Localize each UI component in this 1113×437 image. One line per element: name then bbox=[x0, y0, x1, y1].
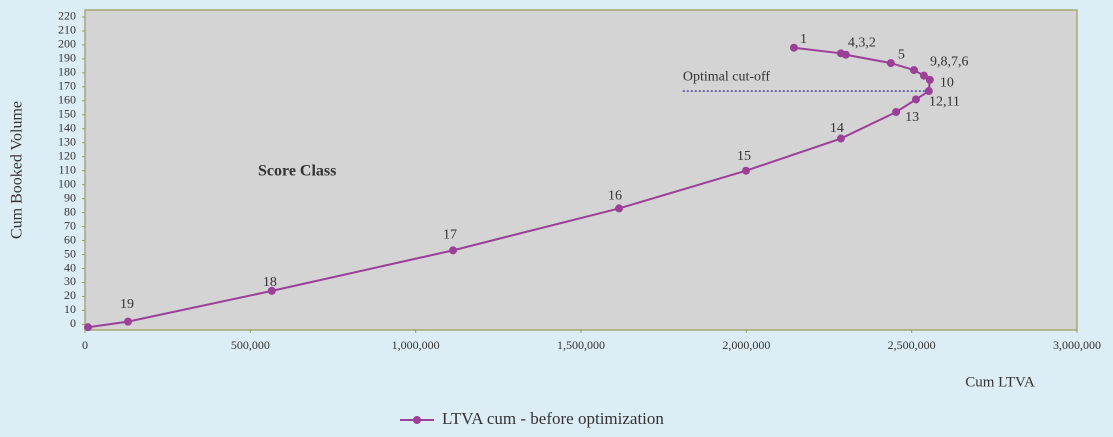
point-label: 16 bbox=[608, 189, 622, 204]
point bbox=[83, 323, 92, 332]
y-tick-label: 60 bbox=[64, 232, 76, 246]
point bbox=[925, 75, 934, 84]
y-tick-label: 170 bbox=[58, 79, 76, 93]
y-tick-label: 140 bbox=[58, 121, 76, 135]
y-tick-label: 100 bbox=[58, 176, 76, 190]
y-tick-label: 130 bbox=[58, 135, 76, 149]
annotation: Optimal cut-off bbox=[683, 69, 771, 84]
x-tick-label: 1,000,000 bbox=[392, 338, 440, 352]
point-label: 4,3,2 bbox=[848, 36, 876, 51]
x-tick-label: 0 bbox=[82, 338, 88, 352]
y-tick-label: 30 bbox=[64, 274, 76, 288]
y-tick-label: 110 bbox=[58, 162, 76, 176]
point-label: 18 bbox=[263, 275, 277, 290]
y-tick-label: 0 bbox=[70, 316, 76, 330]
y-axis-label: Cum Booked Volume bbox=[9, 101, 26, 239]
point bbox=[615, 204, 624, 213]
y-tick-label: 150 bbox=[58, 107, 76, 121]
y-tick-label: 220 bbox=[58, 9, 76, 23]
y-tick-label: 40 bbox=[64, 260, 76, 274]
point-label: 17 bbox=[443, 228, 457, 243]
y-tick-label: 200 bbox=[58, 37, 76, 51]
point bbox=[909, 66, 918, 75]
y-tick-label: 20 bbox=[64, 288, 76, 302]
point-label: 13 bbox=[905, 110, 919, 125]
point bbox=[919, 71, 928, 80]
point bbox=[836, 134, 845, 143]
y-tick-label: 160 bbox=[58, 93, 76, 107]
point bbox=[841, 50, 850, 59]
y-tick-label: 90 bbox=[64, 190, 76, 204]
point-label: 12,11 bbox=[929, 95, 960, 110]
point-label: 5 bbox=[898, 47, 905, 62]
point bbox=[123, 317, 132, 326]
y-tick-label: 80 bbox=[64, 204, 76, 218]
x-tick-label: 2,500,000 bbox=[888, 338, 936, 352]
y-tick-label: 10 bbox=[64, 302, 76, 316]
point bbox=[886, 59, 895, 68]
y-tick-label: 210 bbox=[58, 23, 76, 37]
y-tick-label: 50 bbox=[64, 246, 76, 260]
y-tick-label: 120 bbox=[58, 148, 76, 162]
point-label: 19 bbox=[120, 297, 134, 312]
point bbox=[449, 246, 458, 255]
plot-area bbox=[84, 9, 1078, 331]
x-tick-label: 500,000 bbox=[231, 338, 270, 352]
point bbox=[742, 166, 751, 175]
point-label: 10 bbox=[940, 75, 954, 90]
y-tick-label: 190 bbox=[58, 51, 76, 65]
point-label: 1 bbox=[800, 32, 807, 47]
point bbox=[911, 95, 920, 104]
point-label: 9,8,7,6 bbox=[930, 54, 969, 69]
point bbox=[924, 87, 933, 96]
inner-label: Score Class bbox=[258, 163, 336, 180]
legend-marker bbox=[413, 416, 421, 424]
point bbox=[267, 286, 276, 295]
x-tick-label: 3,000,000 bbox=[1053, 338, 1101, 352]
legend-label: LTVA cum - before optimization bbox=[442, 409, 664, 428]
y-tick-label: 70 bbox=[64, 218, 76, 232]
point bbox=[892, 108, 901, 117]
x-tick-label: 2,000,000 bbox=[722, 338, 770, 352]
x-axis-label: Cum LTVA bbox=[965, 374, 1035, 390]
point-label: 14 bbox=[830, 121, 844, 136]
y-tick-label: 180 bbox=[58, 65, 76, 79]
point bbox=[789, 43, 798, 52]
x-tick-label: 1,500,000 bbox=[557, 338, 605, 352]
point-label: 15 bbox=[737, 149, 751, 164]
